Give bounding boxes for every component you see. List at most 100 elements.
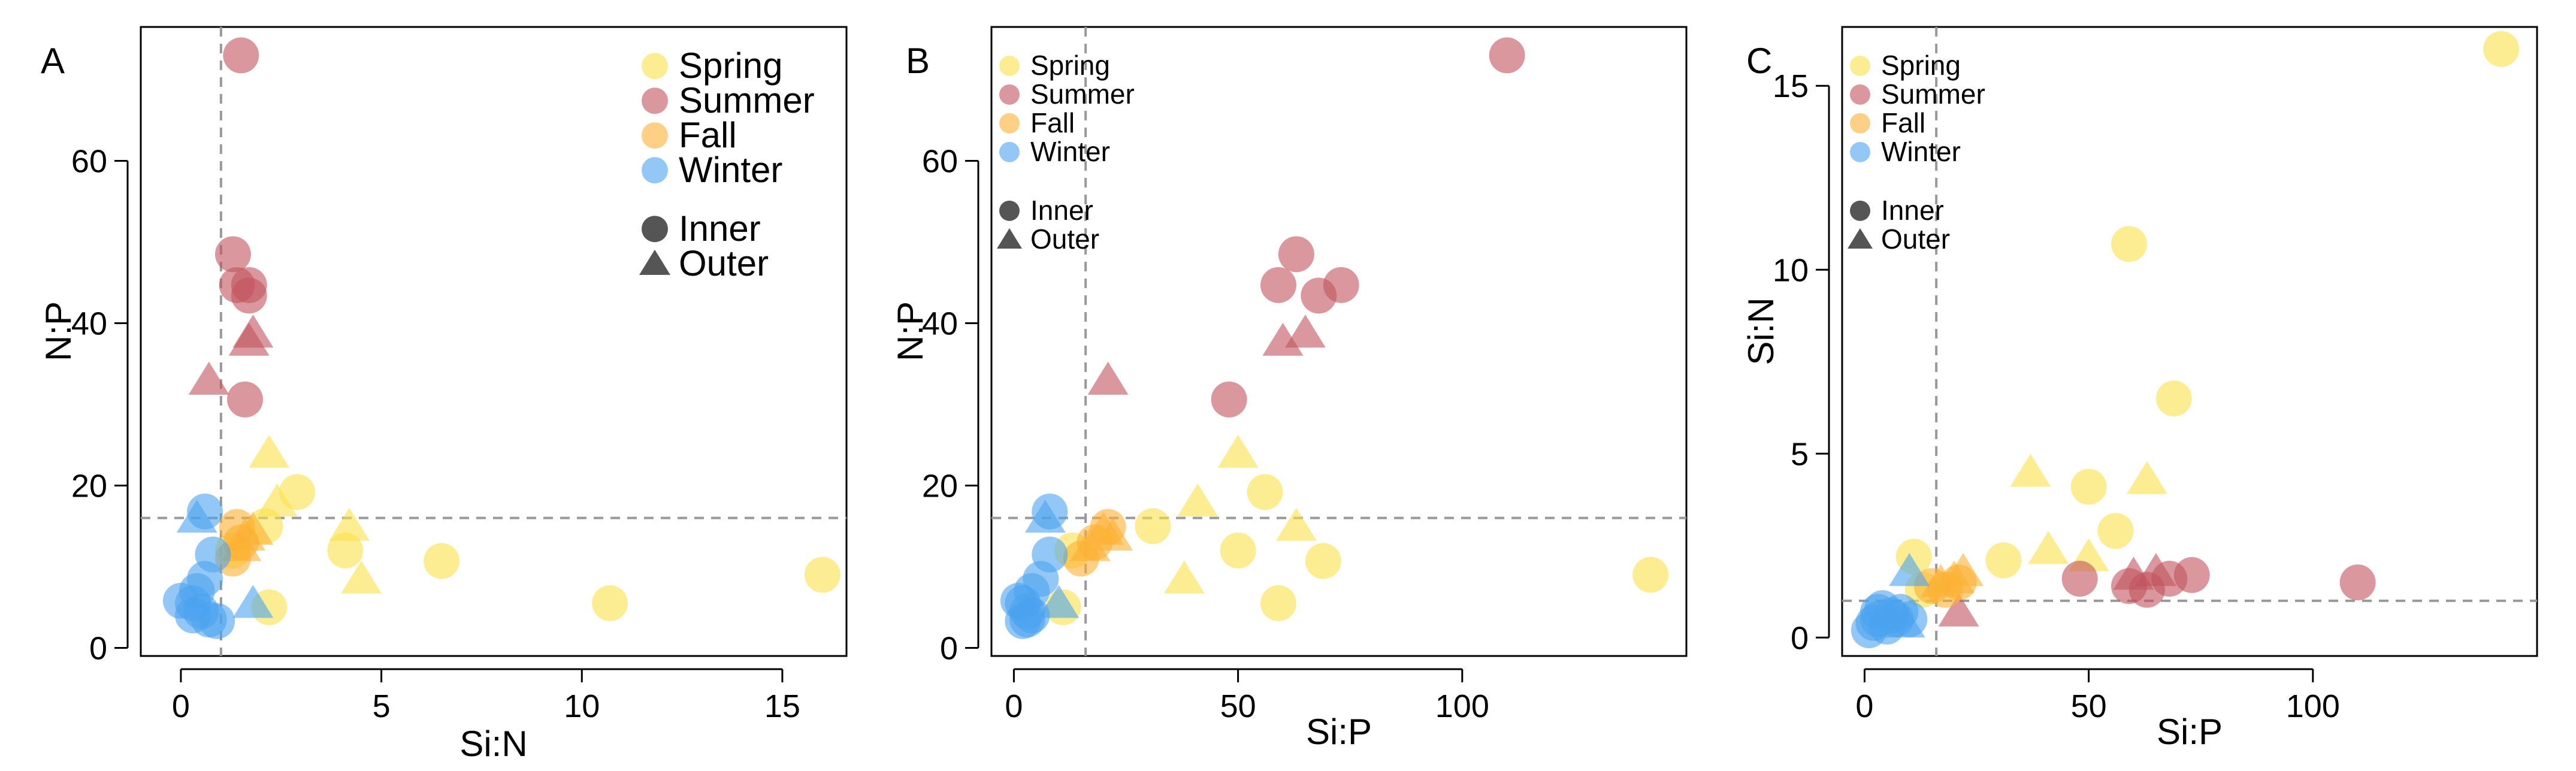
legend-marker-winter xyxy=(1850,141,1870,162)
summer-inner-point xyxy=(223,37,259,74)
y-tick-label: 40 xyxy=(71,306,107,342)
x-axis-title: Si:P xyxy=(1306,712,1372,752)
legend-marker-spring xyxy=(642,53,668,80)
spring-inner-point xyxy=(279,474,316,510)
y-tick-label: 0 xyxy=(89,630,107,666)
spring-inner-point xyxy=(1985,542,2022,579)
legend-label-fall: Fall xyxy=(1030,107,1075,138)
summer-inner-point xyxy=(1489,37,1525,74)
legend-marker-inner xyxy=(999,200,1020,221)
legend-label-winter: Winter xyxy=(1881,136,1961,167)
spring-outer-point xyxy=(2010,453,2051,487)
y-tick-label: 15 xyxy=(1773,68,1809,104)
x-tick-label: 100 xyxy=(2286,688,2340,724)
winter-outer-point xyxy=(1024,500,1066,533)
panel-a: A N:P Si:N 0 5 10 15 0 20 40 60 SpringSummerFall… xyxy=(38,26,848,764)
legend-marker-outer xyxy=(1848,228,1873,249)
x-tick-label: 50 xyxy=(1220,688,1256,724)
plot-frame xyxy=(990,26,1688,657)
spring-outer-point xyxy=(1163,560,1205,594)
legend-marker-summer xyxy=(1850,84,1870,105)
winter-outer-point xyxy=(176,500,217,533)
winter-inner-point xyxy=(175,597,211,634)
legend-marker-spring xyxy=(1850,55,1870,76)
spring-inner-point xyxy=(1135,508,1171,545)
summer-inner-point xyxy=(2061,561,2098,597)
legend-label-fall: Fall xyxy=(679,115,737,155)
winter-outer-point xyxy=(232,585,274,618)
legend-label-outer: Outer xyxy=(679,243,769,283)
legend-label-summer: Summer xyxy=(1881,78,1985,110)
legend-label-fall: Fall xyxy=(1881,107,1925,138)
spring-inner-point xyxy=(327,532,364,569)
y-axis-title: N:P xyxy=(890,301,930,361)
summer-inner-point xyxy=(227,381,264,418)
summer-outer-point xyxy=(1087,361,1129,395)
x-tick-label: 0 xyxy=(172,688,190,724)
legend-label-summer: Summer xyxy=(1030,78,1135,110)
legend-marker-spring xyxy=(999,55,1020,76)
summer-inner-point xyxy=(1301,277,1337,314)
legend-marker-outer xyxy=(997,228,1022,249)
summer-outer-point xyxy=(1284,315,1326,348)
spring-inner-point xyxy=(2155,380,2192,417)
summer-inner-point xyxy=(1278,236,1314,273)
legend-label-spring: Spring xyxy=(679,46,782,86)
spring-inner-point xyxy=(2070,468,2107,505)
winter-inner-point xyxy=(1014,597,1050,634)
y-tick-label: 60 xyxy=(922,144,958,180)
spring-inner-point xyxy=(2111,226,2147,262)
spring-outer-point xyxy=(1177,483,1219,517)
legend-marker-inner xyxy=(642,216,668,243)
y-tick-label: 60 xyxy=(71,144,107,180)
y-axis-title: N:P xyxy=(38,301,78,361)
y-axis-title: Si:N xyxy=(1741,297,1781,365)
legend-marker-summer xyxy=(642,87,668,114)
spring-outer-point xyxy=(1217,434,1259,468)
winter-outer-point xyxy=(1038,585,1080,618)
legend-label-inner: Inner xyxy=(1030,195,1093,226)
spring-inner-point xyxy=(423,543,459,579)
y-tick-label: 0 xyxy=(1791,620,1809,656)
y-tick-label: 5 xyxy=(1791,436,1809,472)
fall-outer-point xyxy=(1920,564,1961,597)
x-tick-label: 10 xyxy=(564,688,600,724)
x-tick-label: 15 xyxy=(764,688,800,724)
spring-outer-point xyxy=(1275,507,1317,541)
legend-marker-fall xyxy=(999,113,1020,134)
panel-label: C xyxy=(1746,41,1772,81)
summer-outer-point xyxy=(188,361,229,395)
legend-marker-winter xyxy=(999,141,1020,162)
spring-outer-point xyxy=(2126,461,2167,494)
spring-outer-point xyxy=(256,483,298,517)
spring-inner-point xyxy=(2097,513,2134,549)
x-axis-title: Si:P xyxy=(2157,712,2223,752)
spring-outer-point xyxy=(329,507,370,541)
summer-outer-point xyxy=(1938,593,1979,627)
legend-label-spring: Spring xyxy=(1881,50,1961,81)
y-tick-label: 10 xyxy=(1773,252,1809,288)
x-axis-title: Si:N xyxy=(459,724,527,764)
y-tick-label: 40 xyxy=(922,306,958,342)
spring-outer-point xyxy=(249,434,290,468)
x-tick-label: 100 xyxy=(1435,688,1489,724)
spring-inner-point xyxy=(1260,585,1296,621)
winter-inner-point xyxy=(1860,594,1896,630)
winter-outer-point xyxy=(1884,604,1925,638)
x-tick-label: 5 xyxy=(373,688,391,724)
legend-label-outer: Outer xyxy=(1030,223,1099,255)
legend-label-spring: Spring xyxy=(1030,50,1110,81)
plot-frame xyxy=(140,26,848,657)
summer-inner-point xyxy=(1260,267,1296,303)
winter-outer-point xyxy=(1889,553,1930,586)
fall-outer-point xyxy=(1069,528,1111,561)
spring-inner-point xyxy=(804,557,840,593)
y-tick-label: 0 xyxy=(940,630,958,666)
legend-marker-fall xyxy=(642,122,668,149)
summer-inner-point xyxy=(231,277,267,314)
legend-marker-outer xyxy=(639,249,670,275)
summer-outer-point xyxy=(232,315,274,348)
spring-inner-point xyxy=(1220,532,1256,569)
